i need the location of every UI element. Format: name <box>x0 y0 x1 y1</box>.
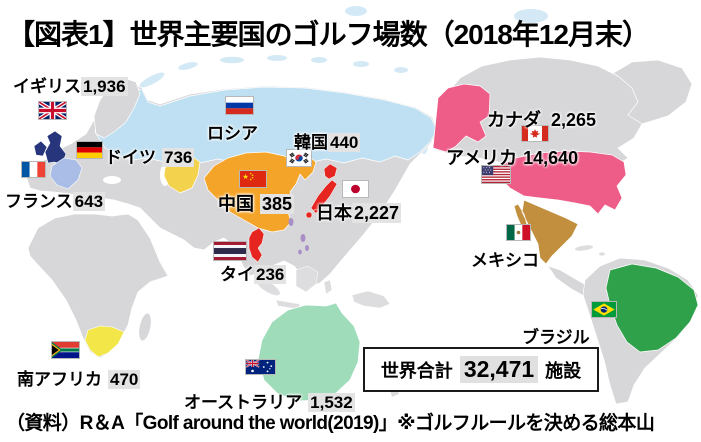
world-total-label: 世界合計 <box>380 360 453 381</box>
map-region-france <box>49 157 83 190</box>
usa-flag <box>481 165 511 184</box>
label-brazil: ブラジル <box>522 323 590 348</box>
label-canada: カナダ 2,265 <box>487 106 596 132</box>
japan-flag <box>342 180 369 198</box>
label-germany: ドイツ 736 <box>105 143 195 168</box>
map-region-south-africa <box>84 325 125 358</box>
canada-flag <box>521 125 549 142</box>
south-korea-flag <box>286 149 312 167</box>
map-region-usa <box>495 150 627 215</box>
label-south-africa: 南アフリカ 470 <box>17 365 141 390</box>
map-region-indonesia <box>255 265 391 310</box>
label-thailand: タイ 236 <box>220 260 287 285</box>
country-value: 236 <box>254 265 287 284</box>
label-mexico: メキシコ <box>471 246 539 271</box>
country-name: 韓国 <box>294 133 328 152</box>
world-total-unit: 施設 <box>545 360 582 381</box>
label-france: フランス 643 <box>5 187 106 212</box>
map-region-thailand <box>248 227 265 263</box>
country-value: 2,227 <box>352 203 402 223</box>
world-total-box: 世界合計 32,471 施設 <box>363 347 599 392</box>
country-name: ロシア <box>207 124 258 143</box>
country-name: 中国 <box>218 194 254 214</box>
country-name: タイ <box>220 265 254 284</box>
country-name: ドイツ <box>105 148 156 167</box>
map-region-taiwan-philippines <box>288 218 309 255</box>
map-region-australia <box>257 302 361 402</box>
map-region-uk <box>33 130 67 165</box>
label-usa: アメリカ 14,640 <box>446 144 578 170</box>
country-value: 470 <box>108 370 141 389</box>
map-region-madagascar <box>138 313 152 341</box>
country-name: イギリス <box>13 77 81 96</box>
source-note: （資料）R＆A「Golf around the world(2019)」※ゴルフ… <box>6 413 655 434</box>
label-australia: オーストラリア 1,532 <box>184 388 355 413</box>
label-china: 中国 385 <box>218 190 295 216</box>
thailand-flag <box>213 241 247 261</box>
map-region-caribbean <box>575 245 605 256</box>
brazil-flag <box>591 301 617 318</box>
country-value: 1,532 <box>308 393 355 412</box>
map-region-africa <box>27 213 169 359</box>
world-total-value: 32,471 <box>459 356 539 383</box>
france-flag <box>21 161 46 178</box>
country-name: 日本 <box>316 203 352 223</box>
south-africa-flag <box>51 341 80 359</box>
label-uk: イギリス 1,936 <box>13 72 128 97</box>
country-name: オーストラリア <box>184 393 303 412</box>
country-name: ブラジル <box>522 328 590 347</box>
label-japan: 日本 2,227 <box>316 199 402 225</box>
map-region-alaska <box>432 83 491 153</box>
country-name: 南アフリカ <box>17 370 102 389</box>
label-south-korea: 韓国 440 <box>294 128 361 153</box>
country-value: 14,640 <box>523 148 579 168</box>
germany-flag <box>76 141 103 159</box>
country-value: 2,265 <box>551 110 597 130</box>
figure-title: 【図表1】世界主要国のゴルフ場数（2018年12月末） <box>7 19 650 50</box>
uk-flag <box>38 101 67 120</box>
map-region-japan <box>305 163 338 219</box>
country-name: フランス <box>5 192 73 211</box>
russia-flag <box>225 96 254 115</box>
country-value: 385 <box>260 194 295 214</box>
country-name: カナダ <box>487 110 541 130</box>
country-value: 736 <box>162 148 195 167</box>
label-russia: ロシア <box>207 119 258 144</box>
country-name: メキシコ <box>471 251 539 270</box>
country-value: 643 <box>72 192 106 211</box>
china-flag <box>239 170 267 188</box>
country-value: 440 <box>328 133 361 152</box>
mexico-flag <box>506 224 531 241</box>
country-value: 1,936 <box>81 77 128 96</box>
country-name: アメリカ <box>446 148 518 168</box>
australia-flag <box>245 359 276 375</box>
